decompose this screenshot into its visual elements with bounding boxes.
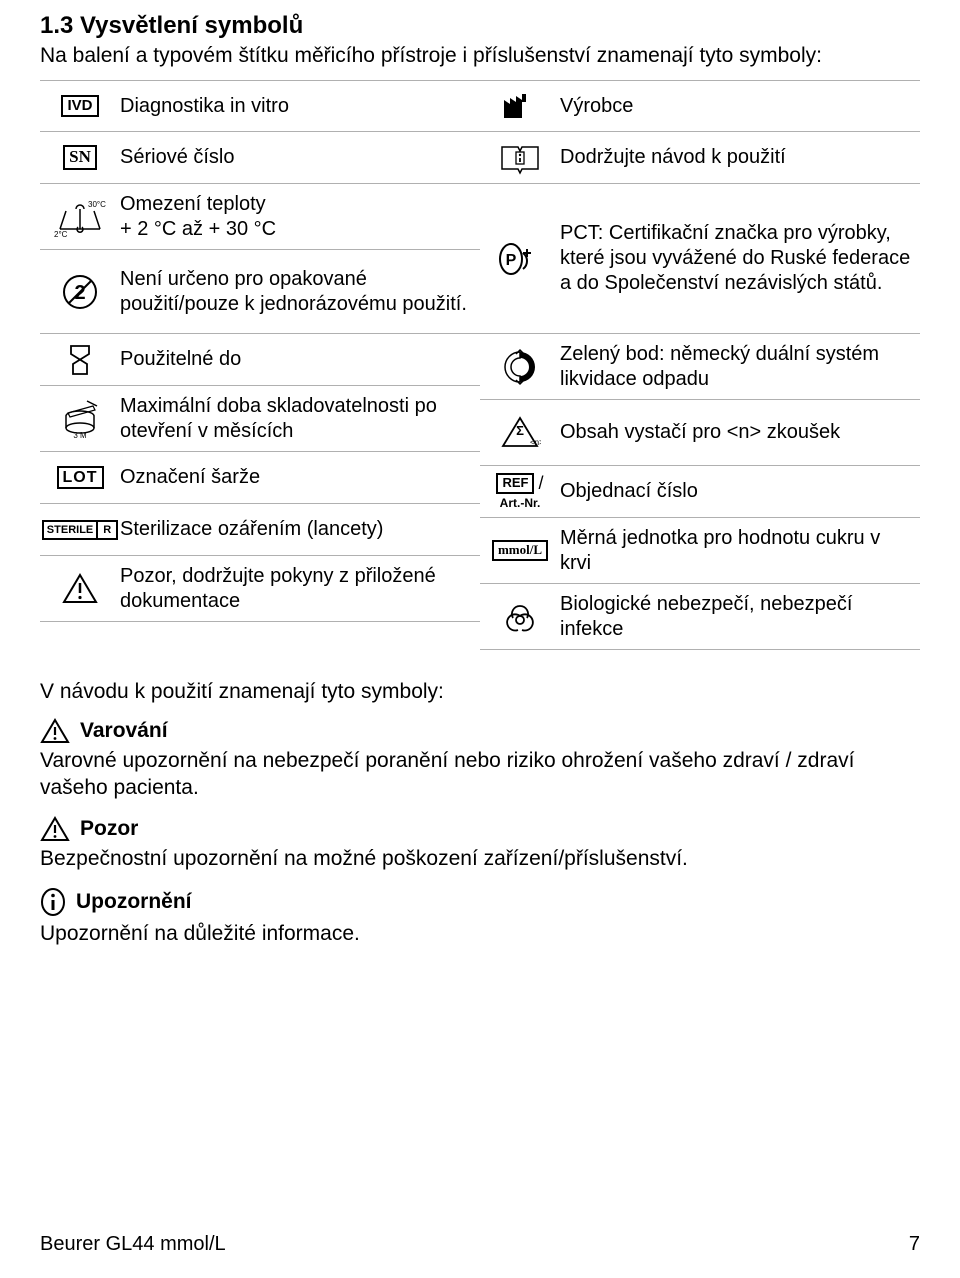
symbol-desc: Sériové číslo [120, 145, 243, 170]
period-after-opening-icon: 3 M [40, 398, 120, 440]
table-row: Pozor, dodržujte pokyny z přiložené doku… [40, 556, 480, 622]
biohazard-icon [480, 598, 560, 636]
table-row: Použitelné do [40, 334, 480, 386]
pct-icon: P [480, 239, 560, 279]
symbol-desc: Maximální doba skladovatelnosti po otevř… [120, 394, 480, 444]
section2-intro: V návodu k použití znamenají tyto symbol… [40, 680, 920, 704]
green-dot-icon [480, 348, 560, 386]
manufacturer-icon [480, 90, 560, 122]
symbol-desc: Omezení teploty + 2 °C až + 30 °C [120, 192, 284, 242]
table-row: SN Sériové číslo [40, 132, 480, 184]
symbol-desc: Použitelné do [120, 347, 249, 372]
table-row: LOT Označení šarže [40, 452, 480, 504]
symbol-desc: Objednací číslo [560, 479, 702, 504]
symbol-desc: Pozor, dodržujte pokyny z přiložené doku… [120, 564, 480, 614]
symbol-desc: Diagnostika in vitro [120, 94, 297, 119]
warning-title: Upozornění [76, 890, 192, 914]
warning-title: Pozor [80, 817, 138, 841]
svg-text:<n>: <n> [530, 438, 541, 447]
consult-ifus-icon [480, 141, 560, 175]
page-footer: Beurer GL44 mmol/L 7 [40, 1233, 920, 1256]
caution-triangle-icon [40, 572, 120, 606]
sterile-r-icon: STERILE R [40, 520, 120, 540]
svg-text:Σ: Σ [516, 423, 524, 438]
symbol-desc: Biologické nebezpečí, nebezpečí infekce [560, 592, 920, 642]
symbol-column-left: IVD Diagnostika in vitro SN Sériové čísl… [40, 80, 480, 650]
symbol-desc: Označení šarže [120, 465, 268, 490]
warning-block: Pozor Bezpečnostní upozornění na možné p… [40, 816, 920, 873]
ref-icon: REF / Art.-Nr. [480, 473, 560, 510]
symbol-desc: Obsah vystačí pro <n> zkoušek [560, 420, 844, 445]
temp-low-label: 2°C [54, 230, 68, 237]
table-row: Zelený bod: německý duální systém likvid… [480, 334, 920, 400]
symbol-desc: Výrobce [560, 94, 637, 119]
warning-body: Bezpečnostní upozornění na možné poškoze… [40, 846, 920, 873]
caution-triangle-icon [40, 816, 70, 842]
symbol-desc: Sterilizace ozářením (lancety) [120, 517, 391, 542]
table-row: Výrobce [480, 80, 920, 132]
table-row: 3 M Maximální doba skladovatelnosti po o… [40, 386, 480, 452]
symbol-desc: Není určeno pro opakované použití/pouze … [120, 267, 480, 317]
table-row: IVD Diagnostika in vitro [40, 80, 480, 132]
ivd-icon: IVD [40, 95, 120, 118]
temp-high-label: 30°C [88, 200, 106, 209]
table-row: STERILE R Sterilizace ozářením (lancety) [40, 504, 480, 556]
symbol-column-right: Výrobce Dodržujte návod k použití P [480, 80, 920, 650]
table-row: Dodržujte návod k použití [480, 132, 920, 184]
sufficient-for-n-tests-icon: Σ <n> [480, 414, 560, 452]
info-icon [40, 887, 66, 917]
table-row: Biologické nebezpečí, nebezpečí infekce [480, 584, 920, 650]
symbol-desc: Měrná jednotka pro hodnotu cukru v krvi [560, 526, 920, 576]
lot-icon: LOT [40, 466, 120, 490]
page-number: 7 [909, 1233, 920, 1256]
mmol-icon: mmol/L [480, 540, 560, 560]
symbol-desc: Dodržujte návod k použití [560, 145, 790, 170]
do-not-reuse-icon: 2 [40, 272, 120, 312]
warning-body: Upozornění na důležité informace. [40, 921, 920, 948]
symbol-table: IVD Diagnostika in vitro SN Sériové čísl… [40, 80, 920, 650]
use-by-icon [40, 342, 120, 378]
table-row: Σ <n> Obsah vystačí pro <n> zkoušek [480, 400, 920, 466]
symbol-desc: PCT: Certifikační značka pro výrobky, kt… [560, 221, 920, 296]
warning-body: Varovné upozornění na nebezpečí poranění… [40, 748, 920, 802]
warning-block: Upozornění Upozornění na důležité inform… [40, 887, 920, 948]
table-row: mmol/L Měrná jednotka pro hodnotu cukru … [480, 518, 920, 584]
svg-text:3 M: 3 M [73, 431, 87, 440]
section-heading: 1.3 Vysvětlení symbolů [40, 12, 920, 40]
table-row: REF / Art.-Nr. Objednací číslo [480, 466, 920, 518]
warning-title: Varování [80, 719, 168, 743]
warning-triangle-icon [40, 718, 70, 744]
symbol-desc: Zelený bod: německý duální systém likvid… [560, 342, 920, 392]
table-row: 2°C 30°C Omezení teploty + 2 °C až + 30 … [40, 184, 480, 250]
warning-block: Varování Varovné upozornění na nebezpečí… [40, 718, 920, 802]
temperature-limit-icon: 2°C 30°C [40, 197, 120, 237]
table-row: 2 Není určeno pro opakované použití/pouz… [40, 250, 480, 334]
sn-icon: SN [40, 145, 120, 170]
footer-product-name: Beurer GL44 mmol/L [40, 1233, 226, 1256]
svg-text:P: P [506, 252, 517, 269]
intro-text: Na balení a typovém štítku měřicího přís… [40, 44, 920, 68]
table-row: P PCT: Certifikační značka pro výrobky, … [480, 184, 920, 334]
